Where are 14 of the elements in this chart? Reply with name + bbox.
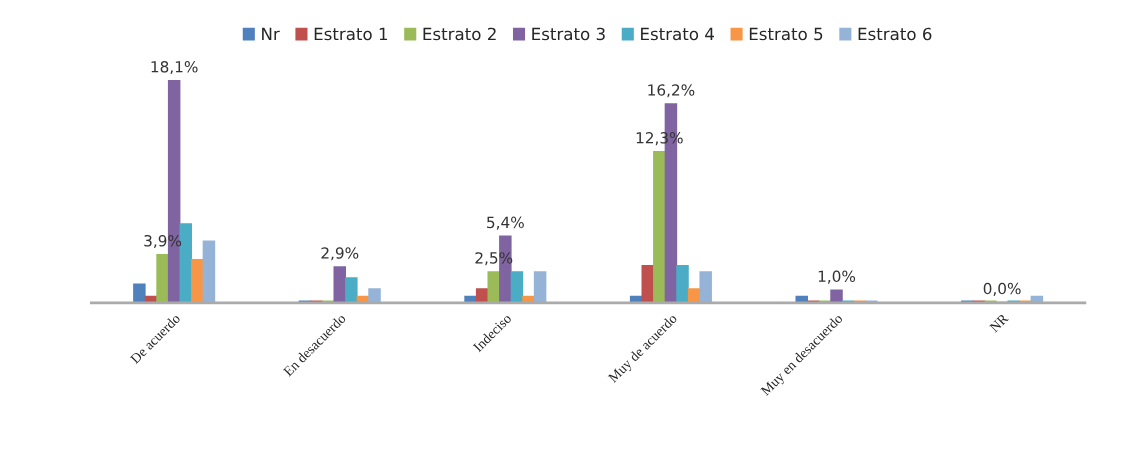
data-label: 5,4% bbox=[487, 216, 524, 230]
legend-label: Estrato 6 bbox=[858, 27, 932, 41]
data-label: 0,0% bbox=[983, 282, 1021, 296]
legend-label: Nr bbox=[262, 27, 280, 41]
data-label: 16,2% bbox=[648, 84, 695, 98]
data-label: 18,1% bbox=[151, 60, 198, 75]
legend-label: Estrato 1 bbox=[314, 27, 388, 41]
legend-label: Estrato 5 bbox=[749, 27, 823, 41]
x-tick-label: NR bbox=[989, 312, 1009, 333]
legend-label: Estrato 4 bbox=[641, 27, 714, 41]
data-label: 2,9% bbox=[321, 247, 359, 261]
legend-label: Estrato 3 bbox=[532, 27, 605, 41]
legend-label: Estrato 2 bbox=[423, 27, 496, 41]
data-label: 1,0% bbox=[818, 270, 856, 284]
